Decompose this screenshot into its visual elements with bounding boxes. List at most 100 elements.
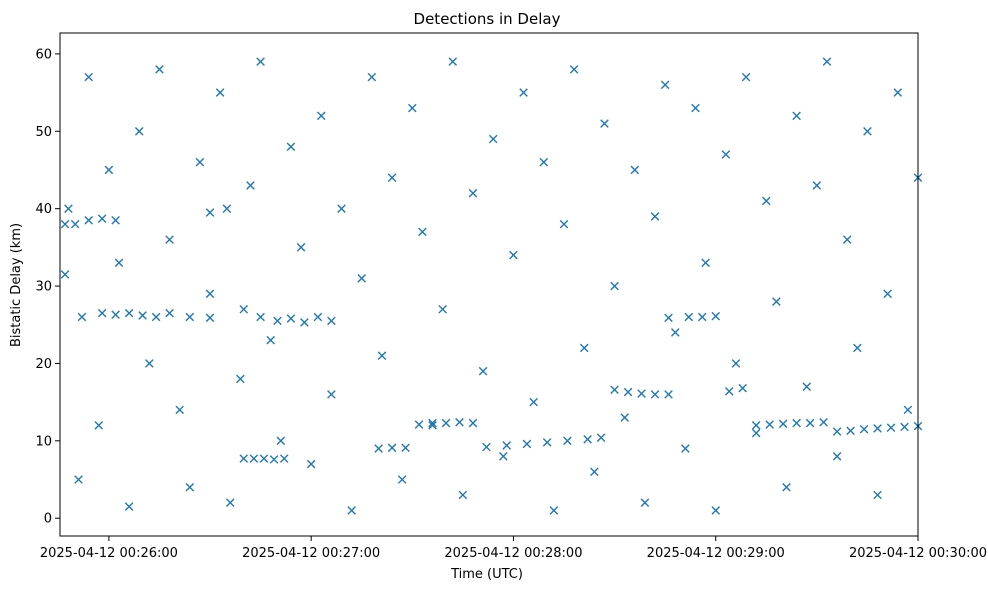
- data-point: [853, 343, 862, 353]
- data-point: [822, 57, 832, 66]
- data-points: [60, 57, 923, 515]
- data-point: [70, 219, 80, 229]
- data-point: [873, 424, 882, 433]
- data-point: [549, 506, 559, 515]
- plot-frame: [59, 32, 919, 537]
- data-point: [84, 72, 93, 82]
- data-point: [428, 418, 437, 428]
- data-point: [670, 328, 680, 337]
- y-axis-ticks: 0 10 20 30 40 50 60: [35, 47, 60, 527]
- data-point: [448, 57, 458, 66]
- data-point: [721, 150, 731, 159]
- data-point: [529, 397, 538, 407]
- data-point: [279, 454, 289, 463]
- data-point: [276, 436, 286, 446]
- data-point: [596, 433, 606, 443]
- data-point: [630, 165, 640, 175]
- data-point: [438, 304, 447, 314]
- data-point: [859, 424, 869, 434]
- data-point: [313, 312, 323, 322]
- data-point: [205, 313, 215, 323]
- y-tick-label: 0: [44, 512, 52, 527]
- data-point: [805, 418, 815, 428]
- data-point: [873, 490, 882, 500]
- data-point: [296, 243, 306, 252]
- x-tick-label: 2025-04-12 00:27:00: [242, 546, 380, 561]
- data-point: [60, 219, 70, 229]
- data-point: [74, 475, 83, 484]
- data-point: [239, 454, 249, 463]
- data-point: [316, 111, 326, 121]
- data-point: [155, 65, 164, 74]
- data-point: [367, 72, 377, 82]
- data-point: [509, 250, 518, 260]
- data-point: [610, 385, 619, 395]
- data-point: [691, 103, 700, 113]
- data-point: [401, 443, 410, 453]
- data-point: [337, 204, 346, 213]
- data-point: [478, 366, 488, 376]
- data-point: [684, 312, 694, 322]
- data-point: [246, 181, 255, 190]
- y-tick-label: 10: [35, 434, 52, 449]
- data-point: [374, 444, 383, 453]
- data-point: [583, 434, 592, 444]
- data-point: [751, 428, 761, 438]
- data-point: [600, 119, 609, 128]
- data-point: [482, 442, 491, 452]
- x-tick-label: 2025-04-12 00:28:00: [444, 546, 582, 561]
- data-point: [812, 181, 822, 190]
- x-axis-ticks: 2025-04-12 00:26:00 2025-04-12 00:27:00 20…: [40, 536, 987, 561]
- data-point: [428, 421, 437, 430]
- data-point: [731, 359, 741, 368]
- data-point: [499, 451, 508, 461]
- data-point: [97, 308, 107, 318]
- x-axis-label: Time (UTC): [450, 567, 523, 582]
- data-point: [259, 454, 269, 463]
- y-tick-label: 40: [35, 202, 52, 217]
- data-point: [778, 419, 788, 429]
- data-point: [455, 417, 464, 427]
- data-point: [111, 215, 120, 225]
- data-point: [903, 405, 913, 415]
- data-point: [650, 212, 660, 221]
- data-point: [165, 235, 174, 244]
- data-point: [900, 422, 909, 432]
- data-point: [819, 417, 828, 427]
- data-point: [124, 308, 134, 318]
- data-point: [77, 312, 87, 322]
- data-point: [94, 421, 104, 430]
- data-point: [761, 196, 771, 206]
- data-point: [802, 382, 812, 391]
- data-point: [664, 390, 673, 399]
- data-point: [387, 173, 397, 183]
- data-point: [64, 204, 73, 213]
- data-point: [620, 413, 629, 422]
- data-point: [286, 314, 296, 323]
- data-point: [306, 459, 316, 469]
- data-point: [377, 351, 387, 360]
- data-point: [151, 312, 161, 322]
- data-point: [60, 270, 70, 279]
- data-point: [286, 142, 296, 152]
- data-point: [175, 405, 184, 415]
- data-point: [327, 390, 336, 399]
- data-point: [650, 390, 660, 399]
- data-point: [522, 439, 532, 449]
- data-point: [347, 506, 356, 515]
- data-point: [357, 274, 367, 283]
- y-tick-label: 30: [35, 280, 52, 295]
- y-tick-label: 60: [35, 47, 52, 62]
- data-point: [104, 165, 114, 175]
- data-point: [519, 88, 528, 97]
- data-point: [458, 490, 468, 500]
- data-point: [138, 311, 147, 320]
- data-point: [239, 304, 249, 314]
- data-point: [792, 418, 801, 428]
- data-point: [195, 157, 205, 167]
- data-point: [111, 310, 120, 319]
- y-tick-label: 50: [35, 125, 52, 140]
- data-point: [711, 506, 721, 515]
- data-point: [832, 427, 842, 436]
